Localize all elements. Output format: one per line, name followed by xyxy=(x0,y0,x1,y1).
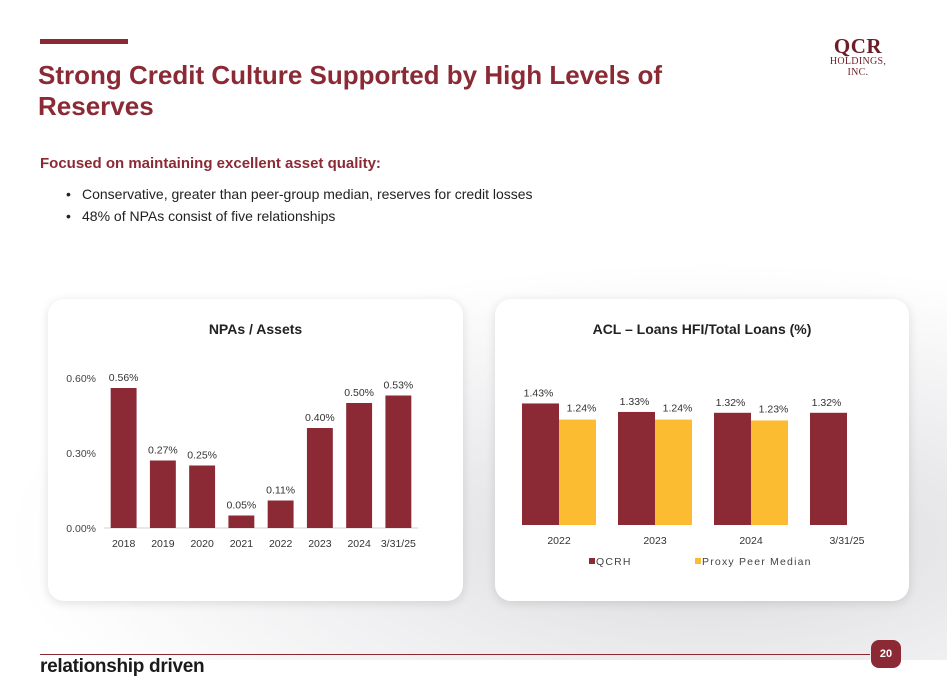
data-label: 0.53% xyxy=(383,380,413,392)
bullet-item: 48% of NPAs consist of five relationship… xyxy=(66,205,533,227)
data-label: 0.40% xyxy=(305,412,335,424)
legend-label: QCRH xyxy=(596,556,632,568)
x-tick-label: 2023 xyxy=(308,538,332,550)
data-label: 0.11% xyxy=(266,485,295,497)
npa-chart: 0.00% 0.30% 0.60% 0.56% 2018 0.27% 2019 0.25% 20… xyxy=(66,372,418,550)
data-label: 0.27% xyxy=(148,445,178,457)
legend-label: Proxy Peer Median xyxy=(702,556,812,568)
section-subtitle: Focused on maintaining excellent asset q… xyxy=(40,155,381,172)
data-label: 1.23% xyxy=(759,403,789,415)
bar xyxy=(267,500,294,528)
data-label: 1.33% xyxy=(620,396,650,408)
bar-qcrh xyxy=(714,412,751,525)
y-tick-label: 0.60% xyxy=(66,373,96,385)
x-tick-label: 2023 xyxy=(643,535,667,547)
bar xyxy=(385,395,412,528)
footer-tagline: relationship driven xyxy=(40,656,205,677)
bar xyxy=(228,515,255,528)
x-tick-label: 2022 xyxy=(547,535,571,547)
legend-swatch xyxy=(695,558,701,564)
bar xyxy=(189,465,216,528)
data-label: 0.56% xyxy=(109,372,139,384)
data-label: 1.32% xyxy=(812,397,842,409)
page-title: Strong Credit Culture Supported by High … xyxy=(38,60,663,121)
x-tick-label: 3/31/25 xyxy=(829,535,864,547)
acl-chart-card: ACL – Loans HFI/Total Loans (%) 1.43% 1.2… xyxy=(495,299,909,601)
logo-line2: HOLDINGS, INC. xyxy=(829,56,887,78)
x-tick-label: 2022 xyxy=(269,538,293,550)
data-label: 0.50% xyxy=(344,387,374,399)
page-number-badge: 20 xyxy=(871,640,901,668)
bullet-item: Conservative, greater than peer-group me… xyxy=(66,183,533,205)
bullet-list: Conservative, greater than peer-group me… xyxy=(66,183,533,227)
data-label: 1.24% xyxy=(567,403,597,415)
bar-peer xyxy=(751,420,788,525)
acl-chart: 1.43% 1.24% 2022 1.33% 1.24% 2023 1.32% 1.23% 20… xyxy=(522,387,865,568)
bar-peer xyxy=(559,419,596,525)
data-label: 1.32% xyxy=(716,397,746,409)
x-tick-label: 2024 xyxy=(739,535,763,547)
bar xyxy=(149,460,176,528)
x-tick-label: 2019 xyxy=(151,538,175,550)
logo-line1: QCR xyxy=(833,34,883,58)
npa-chart-title: NPAs / Assets xyxy=(208,321,303,337)
bar-peer xyxy=(655,419,692,525)
x-tick-label: 2024 xyxy=(347,538,371,550)
y-tick-label: 0.30% xyxy=(66,448,96,460)
y-tick-label: 0.00% xyxy=(66,523,96,535)
data-label: 0.05% xyxy=(226,500,256,512)
npa-chart-card: NPAs / Assets 0.00% 0.30% 0.60% 0.56% 2018 0.… xyxy=(48,299,463,601)
bar xyxy=(110,388,137,528)
data-label: 1.24% xyxy=(663,403,693,415)
x-tick-label: 2021 xyxy=(230,538,254,550)
bar-qcrh xyxy=(618,411,655,525)
x-tick-label: 3/31/25 xyxy=(381,538,416,550)
acl-chart-title: ACL – Loans HFI/Total Loans (%) xyxy=(592,321,812,337)
company-logo: QCR HOLDINGS, INC. xyxy=(818,34,898,79)
legend-swatch xyxy=(589,558,595,564)
x-tick-label: 2018 xyxy=(112,538,136,550)
x-tick-label: 2020 xyxy=(190,538,214,550)
bar-qcrh xyxy=(810,412,847,525)
bar xyxy=(306,428,333,528)
title-accent-bar xyxy=(40,39,128,44)
bar xyxy=(346,403,373,528)
data-label: 1.43% xyxy=(524,387,554,399)
footer-divider xyxy=(40,654,870,655)
bar-qcrh xyxy=(522,403,559,525)
data-label: 0.25% xyxy=(187,450,217,462)
